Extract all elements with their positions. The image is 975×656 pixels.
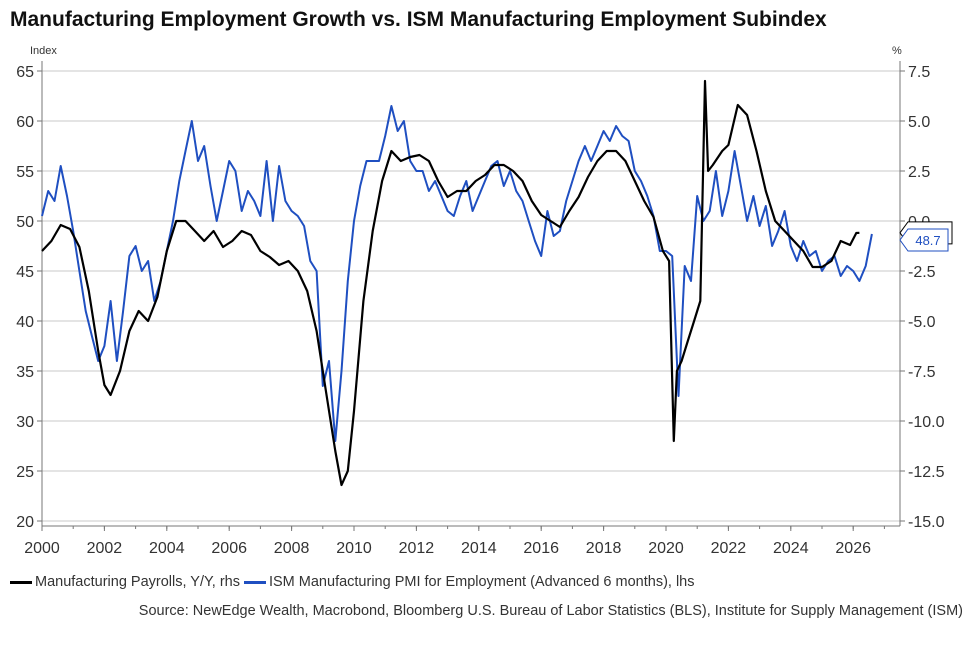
right-axis-unit: % — [892, 45, 902, 57]
x-axis: 2000 2002 2004 2006 2008 2010 2012 2014 2016 2018… — [24, 525, 900, 557]
ism-last-value-box — [899, 228, 949, 252]
legend-item-ism[interactable]: ISM Manufacturing PMI for Employment (Ad… — [243, 574, 695, 590]
payrolls-series-line — [41, 79, 860, 487]
source-note: Source: NewEdge Wealth, Macrobond, Bloom… — [138, 603, 963, 619]
x-tick-label: 2006 — [211, 540, 247, 557]
x-tick-label: 2008 — [274, 540, 310, 557]
chart-title: Manufacturing Employment Growth vs. ISM … — [10, 8, 827, 31]
legend: Manufacturing Payrolls, Y/Y, rhs ISM Man… — [10, 574, 699, 590]
x-tick-label: 2020 — [648, 540, 684, 557]
series-lines — [41, 79, 873, 487]
left-tick-label: 60 — [16, 114, 34, 131]
x-tick-label: 2010 — [336, 540, 372, 557]
ism-swatch — [243, 580, 266, 584]
legend-label-ism: ISM Manufacturing PMI for Employment (Ad… — [268, 574, 695, 590]
left-tick-label: 35 — [16, 364, 34, 381]
left-tick-label: 50 — [16, 214, 34, 231]
right-tick-label: 5.0 — [908, 114, 930, 131]
right-tick-label: -5.0 — [908, 314, 936, 331]
legend-label-payrolls: Manufacturing Payrolls, Y/Y, rhs — [35, 574, 240, 590]
x-tick-label: 2004 — [149, 540, 185, 557]
right-tick-label: 7.5 — [908, 64, 930, 81]
left-tick-label: 45 — [16, 264, 34, 281]
legend-item-payrolls[interactable]: Manufacturing Payrolls, Y/Y, rhs — [10, 574, 240, 590]
left-tick-label: 55 — [16, 164, 34, 181]
left-axis-unit: Index — [30, 45, 57, 57]
value-labels: -0.59248.7 — [899, 221, 953, 252]
left-tick-label: 65 — [16, 64, 34, 81]
left-tick-label: 25 — [16, 464, 34, 481]
x-tick-label: 2014 — [461, 540, 497, 557]
x-tick-label: 2026 — [835, 540, 871, 557]
x-tick-label: 2000 — [24, 540, 60, 557]
right-tick-label: -15.0 — [908, 514, 945, 531]
right-axis: -15.0-12.5-10.0-7.5-5.0-2.50.02.55.07.5% — [892, 45, 945, 531]
chart-canvas: 20 25 30 35 40 45 50 55 60 65 Index -15.0 -12.5 -10.… — [16, 45, 953, 557]
grid-lines — [42, 70, 900, 522]
left-tick-label: 20 — [16, 514, 34, 531]
right-tick-label: 2.5 — [908, 164, 930, 181]
right-tick-label: -2.5 — [908, 264, 936, 281]
right-tick-label: -12.5 — [908, 464, 945, 481]
left-tick-label: 40 — [16, 314, 34, 331]
left-tick-label: 30 — [16, 414, 34, 431]
x-tick-label: 2012 — [399, 540, 435, 557]
left-axis: 20 25 30 35 40 45 50 55 60 65 Index — [16, 45, 57, 531]
x-tick-label: 2018 — [586, 540, 622, 557]
payrolls-swatch — [10, 580, 32, 584]
x-tick-label: 2022 — [711, 540, 747, 557]
x-tick-label: 2002 — [87, 540, 123, 557]
right-tick-label: -7.5 — [908, 364, 936, 381]
x-tick-label: 2024 — [773, 540, 809, 557]
right-tick-label: -10.0 — [908, 414, 945, 431]
ism-series-line — [41, 105, 873, 442]
ism-last-value-label: 48.7 — [915, 233, 940, 248]
x-tick-label: 2016 — [523, 540, 559, 557]
